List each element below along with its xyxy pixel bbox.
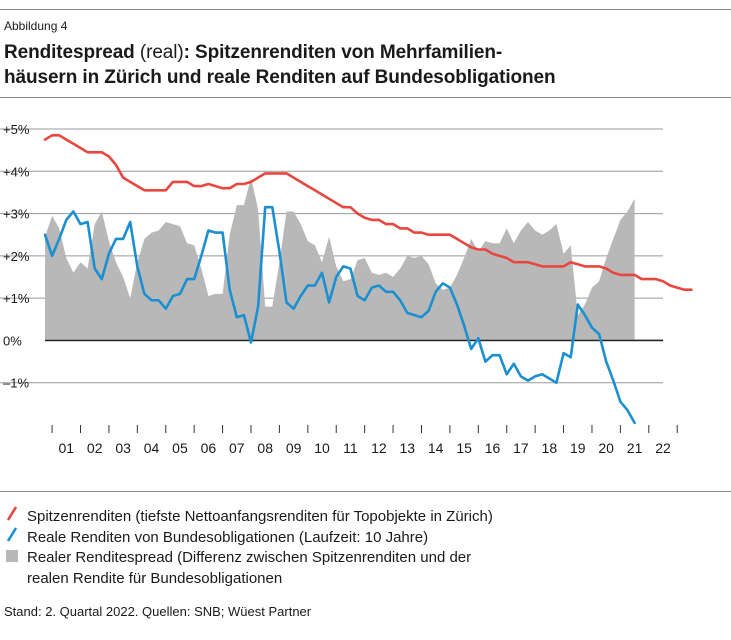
x-tick-label: 15 [456,440,472,456]
x-tick-label: 20 [598,440,614,456]
x-tick-label: 19 [570,440,586,456]
legend-item-reale-renditen: Reale Renditen von Bundesobligationen (L… [5,526,428,548]
legend-text-renditespread-2: realen Rendite für Bundesobligationen [27,570,283,587]
red-slash-icon [5,505,19,527]
y-tick-label: +3% [3,207,30,222]
x-tick-label: 06 [201,440,217,456]
title-bold-2: : Spitzenrenditen von Mehrfamilien- [183,42,503,63]
legend-text-renditespread: Realer Renditespread (Differenz zwischen… [27,549,472,566]
legend-text-reale-renditen: Reale Renditen von Bundesobligationen (L… [27,529,429,546]
x-tick-label: 07 [229,440,245,456]
x-tick-label: 04 [144,440,160,456]
grey-square-icon [5,547,19,568]
x-tick-label: 16 [485,440,501,456]
title-normal: (real) [134,42,184,63]
chart-bottom-rule [0,491,731,492]
chart-title: Renditespread (real): Spitzenrenditen vo… [4,40,704,90]
x-tick-label: 21 [627,440,643,456]
x-tick-label: 10 [314,440,330,456]
y-tick-label: +4% [3,164,30,179]
x-tick-label: 18 [542,440,558,456]
x-tick-label: 02 [87,440,103,456]
legend-item-renditespread: Realer Renditespread (Differenz zwischen… [5,547,471,589]
x-tick-label: 14 [428,440,444,456]
y-tick-label: +1% [3,291,30,306]
title-rule [0,97,731,98]
x-tick-label: 05 [172,440,188,456]
x-tick-label: 13 [399,440,415,456]
spread-area [45,177,635,341]
figure-label: Abbildung 4 [4,19,68,33]
footnote: Stand: 2. Quartal 2022. Quellen: SNB; Wü… [4,604,312,619]
x-tick-label: 09 [286,440,302,456]
y-tick-label: +5% [3,122,30,137]
blue-slash-icon [5,526,19,548]
x-tick-label: 08 [257,440,273,456]
y-tick-label: 0% [3,333,22,348]
legend-text-spitzenrenditen: Spitzenrenditen (tiefste Nettoanfangsren… [27,508,493,525]
reale-renditen-line [43,205,636,425]
x-tick-label: 03 [115,440,131,456]
x-tick-label: 11 [343,440,358,456]
x-tick-label: 01 [59,440,75,456]
title-bold-1: Renditespread [4,42,135,63]
legend-item-spitzenrenditen: Spitzenrenditen (tiefste Nettoanfangsren… [5,505,493,527]
spitzenrenditen-line [43,133,693,291]
y-tick-label: –1% [3,376,29,391]
x-tick-label: 12 [371,440,387,456]
x-tick-label: 22 [655,440,671,456]
x-tick-label: 17 [513,440,529,456]
chart-area: +5% +4% +3% +2% +1% 0% –1% 01 02 03 04 05 06 07 08 09 10… [0,122,693,456]
top-rule [0,9,731,10]
title-line-2: häusern in Zürich und reale Renditen auf… [4,67,556,88]
y-tick-label: +2% [3,249,30,264]
